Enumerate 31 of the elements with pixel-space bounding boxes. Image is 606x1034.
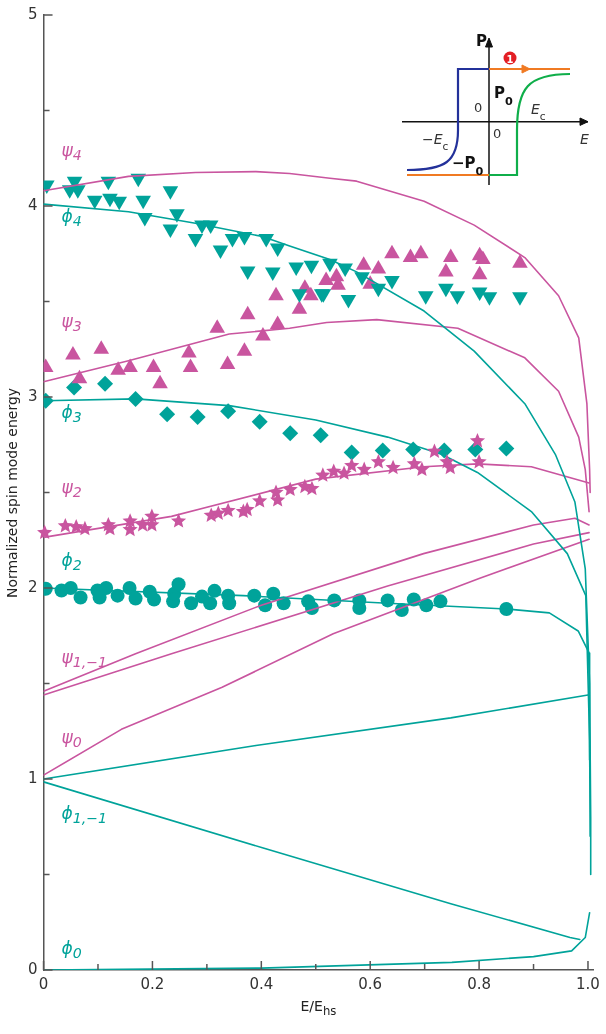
- x-tick-label: 1.0: [576, 974, 600, 993]
- series-label: ϕ$_{2}$: [61, 549, 82, 573]
- series-label: ψ$_{1,−1}$: [61, 646, 108, 671]
- annotation: P$_{0}$: [494, 84, 513, 108]
- series-label: ϕ$_{1,−1}$: [61, 803, 108, 827]
- y-tick-label: 4: [28, 195, 38, 214]
- text: ψ$_{3}$: [61, 311, 82, 335]
- series-label: ψ$_{4}$: [61, 140, 82, 164]
- y-tick-label: 1: [28, 768, 38, 787]
- annotation: 1: [506, 53, 514, 65]
- y-tick-label: 0: [28, 959, 38, 978]
- series-label: ψ$_{2}$: [61, 476, 82, 501]
- x-axis-title: E/E$_{hs}$: [300, 998, 337, 1018]
- x-tick-label: 0.6: [358, 974, 383, 993]
- annotation: 0: [474, 100, 483, 115]
- series-label: ϕ$_{3}$: [61, 402, 82, 426]
- y-tick-label: 2: [28, 577, 38, 596]
- annotation: −E$_{c}$: [422, 131, 449, 152]
- annotation: E: [580, 131, 589, 147]
- x-tick-label: 0.8: [467, 974, 492, 993]
- annotation: E$_{c}$: [531, 101, 546, 122]
- series-label: ϕ$_{0}$: [61, 937, 82, 961]
- annotation: P: [476, 32, 487, 50]
- y-tick-label: 5: [28, 4, 38, 23]
- annotation: 0: [493, 126, 502, 141]
- x-tick-label: 0.4: [249, 974, 274, 993]
- y-axis-title: Normalized spin mode energy: [4, 387, 21, 598]
- series-label: ϕ$_{4}$: [61, 205, 82, 229]
- y-tick-label: 3: [28, 386, 38, 405]
- x-tick-label: 0.2: [140, 974, 165, 993]
- series-label: ψ$_{0}$: [61, 726, 82, 751]
